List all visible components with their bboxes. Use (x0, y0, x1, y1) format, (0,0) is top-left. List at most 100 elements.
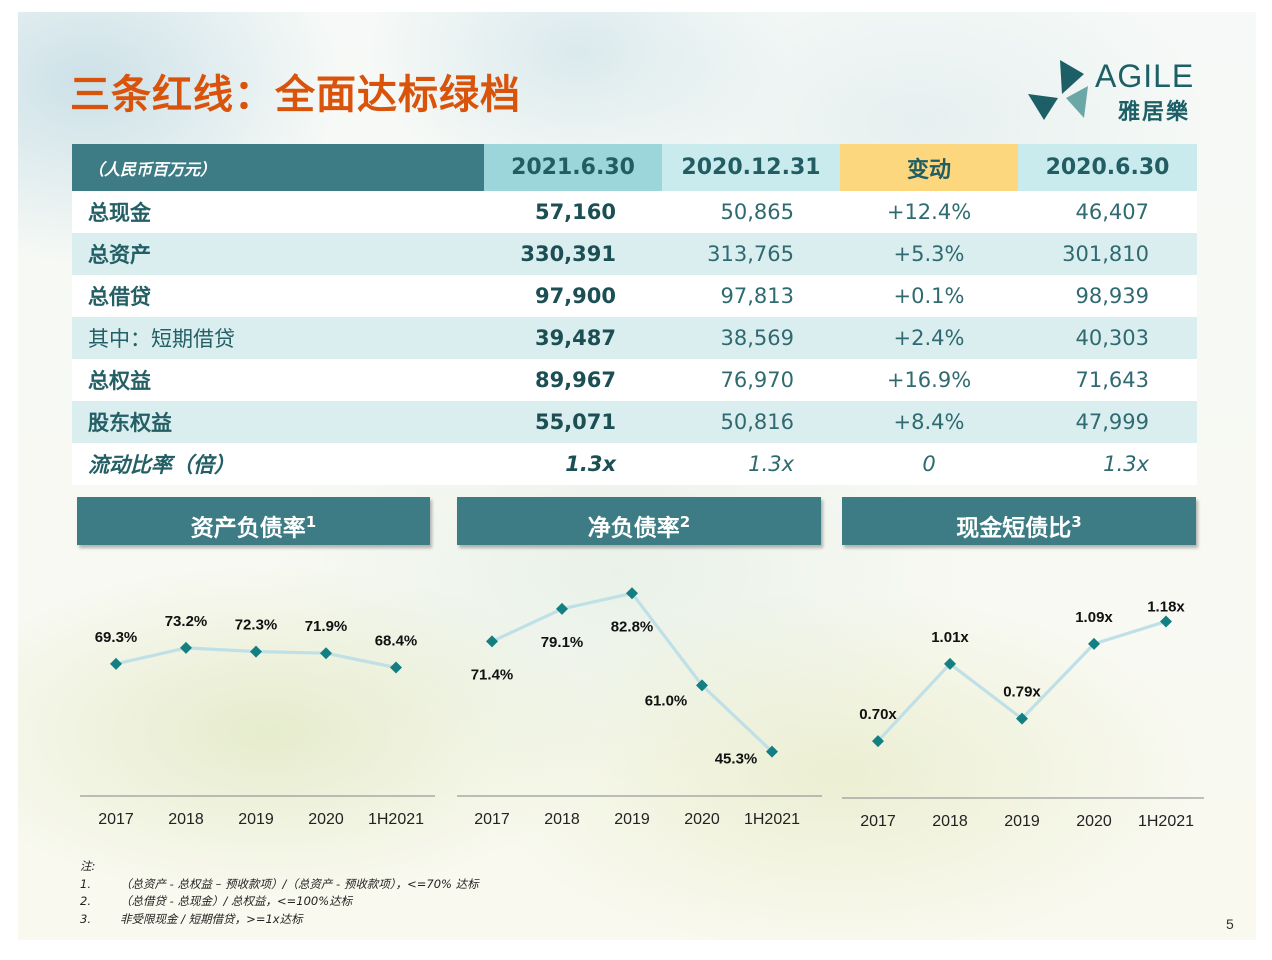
cell-value: 1.3x (484, 443, 662, 485)
x-tick-label: 2019 (614, 811, 650, 828)
footnote-marker: 1 (305, 513, 317, 531)
chart-title-cash-ratio: 现金短债比3 (842, 497, 1196, 545)
row-label: 其中：短期借贷 (72, 317, 484, 359)
data-label: 71.9% (305, 618, 348, 635)
row-label: 总资产 (72, 233, 484, 275)
cell-value: 1.3x (1018, 443, 1197, 485)
data-label: 82.8% (611, 618, 654, 635)
footnote-marker: 3 (1071, 513, 1082, 531)
data-label: 68.4% (375, 633, 418, 650)
note-item: 3. 非受限现金 / 短期借贷，>=1x达标 (80, 911, 479, 929)
page-title: 三条红线：全面达标绿档 (70, 72, 521, 118)
data-point-marker (766, 745, 778, 758)
cell-value: 89,967 (484, 359, 662, 401)
data-point-marker (872, 735, 884, 748)
table-row: 总现金 57,160 50,865 +12.4% 46,407 (72, 191, 1197, 233)
data-point-marker (626, 587, 638, 600)
table-row: 其中：短期借贷 39,487 38,569 +2.4% 40,303 (72, 317, 1197, 359)
chart-title-debt-ratio: 资产负债率1 (77, 497, 430, 545)
x-tick-label: 2019 (238, 811, 274, 828)
data-label: 69.3% (95, 629, 138, 646)
data-label: 1.01x (931, 629, 969, 646)
data-point-marker (250, 645, 262, 658)
note-number: 1. (80, 876, 91, 891)
debt-ratio-chart: 69.3% 2017 73.2% 2018 72.3% 2019 71.9% 2020 68.4… (80, 613, 435, 828)
cell-value: 76,970 (662, 359, 840, 401)
cell-change: +12.4% (840, 191, 1018, 233)
x-tick-label: 2017 (98, 811, 134, 828)
chart-title-net-gearing: 净负债率2 (457, 497, 821, 545)
cell-value: 50,865 (662, 191, 840, 233)
cell-value: 301,810 (1018, 233, 1197, 275)
x-tick-label: 2020 (308, 811, 344, 828)
x-tick-label: 2020 (1076, 813, 1112, 830)
cell-value: 97,813 (662, 275, 840, 317)
note-text: 非受限现金 / 短期借贷，>=1x达标 (120, 911, 303, 926)
table-row: 总权益 89,967 76,970 +16.9% 71,643 (72, 359, 1197, 401)
chart-title-text: 资产负债率 (190, 515, 306, 542)
data-point-marker (320, 647, 332, 660)
x-tick-label: 2019 (1004, 813, 1040, 830)
row-label: 总借贷 (72, 275, 484, 317)
cell-value: 46,407 (1018, 191, 1197, 233)
chart-title-text: 现金短债比 (956, 515, 1072, 542)
row-label: 总现金 (72, 191, 484, 233)
note-number: 3. (80, 911, 91, 926)
footnote-marker: 2 (679, 513, 691, 531)
chart-title-text: 净负债率 (587, 515, 680, 542)
cell-value: 97,900 (484, 275, 662, 317)
note-number: 2. (80, 894, 91, 908)
x-tick-label: 1H2021 (368, 811, 424, 828)
data-label: 1.09x (1075, 609, 1113, 626)
cell-value: 1.3x (662, 443, 840, 485)
page-number: 5 (1226, 916, 1234, 932)
data-label: 72.3% (235, 617, 278, 634)
cell-value: 38,569 (662, 317, 840, 359)
data-point-marker (1016, 712, 1028, 725)
x-tick-label: 2018 (544, 811, 580, 828)
cell-change: +16.9% (840, 359, 1018, 401)
table-header-row: （人民币百万元） 2021.6.30 2020.12.31 变动 2020.6.… (72, 144, 1197, 191)
data-point-marker (696, 679, 708, 692)
table-row: 总借贷 97,900 97,813 +0.1% 98,939 (72, 275, 1197, 317)
cell-change: +2.4% (840, 317, 1018, 359)
data-point-marker (110, 657, 122, 670)
x-tick-label: 2018 (168, 811, 204, 828)
cell-value: 55,071 (484, 401, 662, 443)
data-point-marker (1088, 637, 1100, 650)
header-2021-06-30: 2021.6.30 (484, 144, 662, 191)
table-row: 股东权益 55,071 50,816 +8.4% 47,999 (72, 401, 1197, 443)
footnotes: 注: 1. （总资产 - 总权益 – 预收款项）/（总资产 - 预收款项），<=7… (80, 858, 479, 928)
cell-value: 71,643 (1018, 359, 1197, 401)
cell-change: +0.1% (840, 275, 1018, 317)
cell-change: 0 (840, 443, 1018, 485)
x-tick-label: 1H2021 (744, 811, 800, 828)
data-point-marker (180, 641, 192, 654)
data-label: 79.1% (541, 634, 584, 651)
cell-value: 47,999 (1018, 401, 1197, 443)
cell-change: +5.3% (840, 233, 1018, 275)
data-point-marker (556, 602, 568, 615)
cell-value: 57,160 (484, 191, 662, 233)
data-point-marker (944, 657, 956, 670)
data-point-marker (1160, 615, 1172, 628)
data-label: 0.79x (1003, 684, 1041, 701)
header-2020-12-31: 2020.12.31 (662, 144, 840, 191)
note-item: 2. （总借贷 - 总现金）/ 总权益，<=100%达标 (80, 893, 479, 911)
x-tick-label: 1H2021 (1138, 813, 1194, 830)
data-label: 61.0% (645, 692, 688, 709)
data-label: 71.4% (471, 666, 514, 683)
x-tick-label: 2017 (860, 813, 896, 830)
cell-value: 50,816 (662, 401, 840, 443)
notes-head: 注: (80, 859, 96, 873)
note-item: 1. （总资产 - 总权益 – 预收款项）/（总资产 - 预收款项），<=70% … (80, 876, 479, 894)
data-label: 45.3% (715, 751, 758, 768)
header-change: 变动 (840, 144, 1018, 191)
cell-value: 313,765 (662, 233, 840, 275)
x-tick-label: 2017 (474, 811, 510, 828)
x-tick-label: 2020 (684, 811, 720, 828)
cell-value: 98,939 (1018, 275, 1197, 317)
unit-header: （人民币百万元） (72, 144, 484, 191)
cell-change: +8.4% (840, 401, 1018, 443)
table-row: 总资产 330,391 313,765 +5.3% 301,810 (72, 233, 1197, 275)
